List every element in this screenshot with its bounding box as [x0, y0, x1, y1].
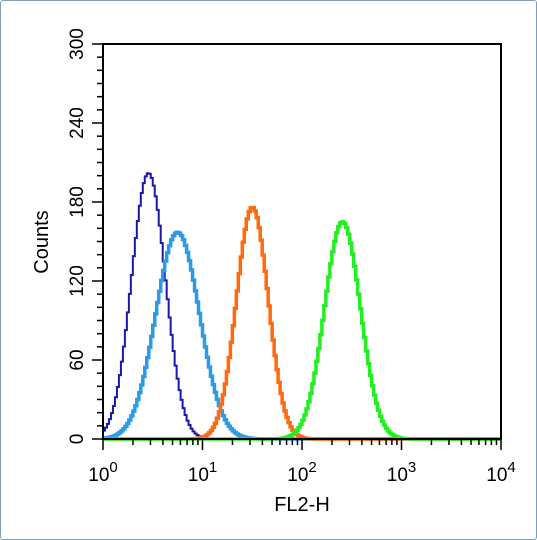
y-tick-label: 120 — [67, 265, 88, 297]
x-tick-exponent: 3 — [408, 459, 416, 476]
histogram-series-2 — [103, 230, 501, 441]
x-tick-base: 10 — [188, 465, 209, 486]
x-tick-exponent: 0 — [109, 459, 117, 476]
x-tick-label: 104 — [486, 459, 515, 486]
y-tick-label: 0 — [67, 434, 88, 445]
y-tick-label: 240 — [67, 107, 88, 139]
y-tick-label: 300 — [67, 28, 88, 60]
histogram-series-1 — [103, 172, 501, 440]
x-axis-title: FL2-H — [274, 494, 330, 516]
x-tick-label: 101 — [188, 459, 217, 486]
x-tick-base: 10 — [486, 465, 507, 486]
y-tick-label: 180 — [67, 186, 88, 218]
x-tick-base: 10 — [88, 465, 109, 486]
x-tick-label: 103 — [387, 459, 416, 486]
x-tick-base: 10 — [287, 465, 308, 486]
x-tick-base: 10 — [387, 465, 408, 486]
plot-area — [102, 43, 502, 440]
x-tick-label: 102 — [287, 459, 316, 486]
y-tick-label: 60 — [67, 349, 88, 370]
x-tick-exponent: 2 — [308, 459, 316, 476]
y-axis-title: Counts — [31, 210, 53, 273]
x-tick-label: 100 — [88, 459, 117, 486]
x-tick-exponent: 4 — [507, 459, 515, 476]
x-tick-exponent: 1 — [209, 459, 217, 476]
